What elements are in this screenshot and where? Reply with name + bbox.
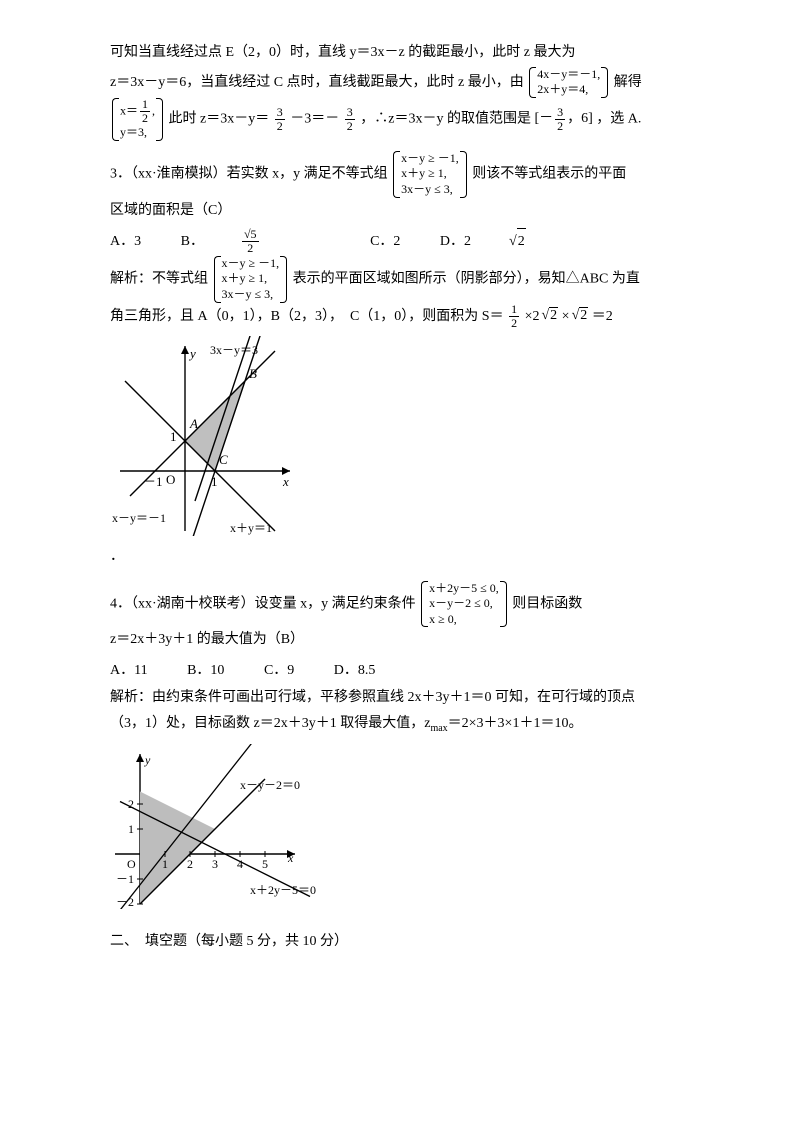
- intro-text-2a: z＝3x－y＝6，当直线经过 C 点时，直线截距最大，此时 z 最小，由: [110, 74, 524, 89]
- q3-options: A．3 B．√52 C．2 D．22: [110, 228, 690, 256]
- intro-line-2: z＝3x－y＝6，当直线经过 C 点时，直线截距最大，此时 z 最小，由 4x－…: [110, 67, 690, 98]
- svg-text:A: A: [189, 416, 198, 431]
- frac-2: 32: [345, 106, 355, 133]
- intro-system-1: 4x－y＝－1, 2x＋y＝4,: [527, 67, 610, 98]
- intro-line-1: 可知当直线经过点 E（2，0）时，直线 y＝3x－z 的截距最小，此时 z 最大…: [110, 40, 690, 67]
- q4-system: x＋2y－5 ≤ 0, x－y－2 ≤ 0, x ≥ 0,: [419, 581, 509, 628]
- svg-text:2: 2: [128, 797, 134, 811]
- q4-graph: O 1 2 3 4 5 1 2 －1 －2 y x x－y－2＝0 x＋2y: [110, 744, 340, 909]
- page: 可知当直线经过点 E（2，0）时，直线 y＝3x－z 的截距最小，此时 z 最大…: [0, 0, 800, 1132]
- frac-1: 32: [275, 106, 285, 133]
- q3-solution-2: 角三角形，且 A（0，1），B（2，3）， C（1，0），则面积为 S＝ 12 …: [110, 303, 690, 331]
- svg-text:x＋y＝1: x＋y＝1: [230, 521, 272, 535]
- intro-line-3: x＝12, y＝3, 此时 z＝3x－y＝ 32 －3＝－ 32 ，∴z＝3x－…: [110, 98, 690, 141]
- svg-text:x－y－2＝0: x－y－2＝0: [240, 778, 300, 792]
- q3-system: x－y ≥ －1, x＋y ≥ 1, 3x－y ≤ 3,: [391, 151, 469, 198]
- svg-text:x＋2y－5＝0: x＋2y－5＝0: [250, 883, 316, 897]
- svg-text:3x－y＝3: 3x－y＝3: [210, 343, 258, 357]
- q3-solution-1: 解析：不等式组 x－y ≥ －1, x＋y ≥ 1, 3x－y ≤ 3, 表示的…: [110, 256, 690, 303]
- q4-opt-d: D．8.5: [334, 658, 376, 685]
- svg-text:5: 5: [262, 857, 268, 871]
- svg-text:O: O: [127, 857, 136, 871]
- svg-text:－1: －1: [143, 474, 163, 489]
- range-bracket: [－32，6]: [534, 111, 592, 126]
- q4-opt-c: C．9: [264, 658, 294, 685]
- svg-text:2: 2: [187, 857, 193, 871]
- svg-text:x: x: [282, 474, 289, 489]
- svg-text:－2: －2: [116, 895, 134, 909]
- svg-text:1: 1: [128, 822, 134, 836]
- section-2-title: 二、 填空题（每小题 5 分，共 10 分）: [110, 929, 690, 956]
- q4-solution-2: （3，1）处，目标函数 z＝2x＋3y＋1 取得最大值，zmax＝2×3＋3×1…: [110, 711, 690, 738]
- q3-dot: ．: [110, 544, 690, 571]
- q4-options: A．11 B．10 C．9 D．8.5: [110, 658, 690, 685]
- svg-text:1: 1: [162, 857, 168, 871]
- svg-text:y: y: [144, 753, 151, 767]
- svg-text:3: 3: [212, 857, 218, 871]
- q3-stem-2: 区域的面积是（C）: [110, 198, 690, 225]
- q3-stem: 3．（xx·淮南模拟）若实数 x，y 满足不等式组 x－y ≥ －1, x＋y …: [110, 151, 690, 198]
- intro-text-2b: 解得: [614, 74, 642, 89]
- q4-opt-b: B．10: [187, 658, 224, 685]
- svg-text:x－y＝－1: x－y＝－1: [112, 511, 166, 525]
- svg-text:y: y: [188, 346, 196, 361]
- intro-system-2: x＝12, y＝3,: [110, 98, 165, 141]
- svg-text:O: O: [166, 472, 175, 487]
- svg-text:C: C: [219, 452, 228, 467]
- svg-text:1: 1: [211, 474, 218, 489]
- q3-graph: y x O 1 1 －1 A B C 3x－y＝3 x－y＝－1 x＋y＝1: [110, 336, 300, 536]
- q3-opt-b: B．√52: [181, 228, 331, 256]
- svg-text:－1: －1: [116, 872, 134, 886]
- q3-opt-d: D．22: [440, 228, 598, 256]
- q4-stem: 4．（xx·湖南十校联考）设变量 x，y 满足约束条件 x＋2y－5 ≤ 0, …: [110, 581, 690, 628]
- q3-opt-c: C．2: [370, 229, 400, 256]
- q4-stem-2: z＝2x＋3y＋1 的最大值为（B）: [110, 627, 690, 654]
- q4-solution-1: 解析：由约束条件可画出可行域，平移参照直线 2x＋3y＋1＝0 可知，在可行域的…: [110, 685, 690, 712]
- q4-opt-a: A．11: [110, 658, 148, 685]
- q3-system-repeat: x－y ≥ －1, x＋y ≥ 1, 3x－y ≤ 3,: [212, 256, 290, 303]
- svg-text:1: 1: [170, 429, 177, 444]
- svg-text:4: 4: [237, 857, 243, 871]
- svg-text:B: B: [249, 366, 257, 381]
- svg-text:x: x: [287, 851, 294, 865]
- q3-opt-a: A．3: [110, 229, 141, 256]
